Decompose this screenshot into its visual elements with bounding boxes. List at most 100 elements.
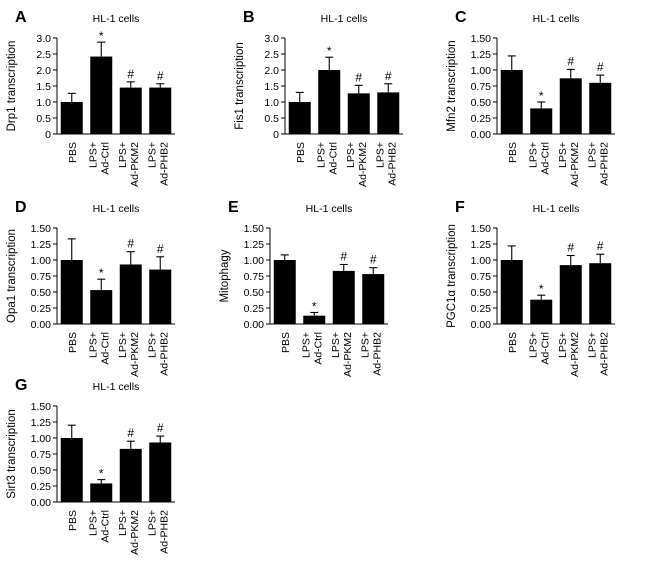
bar <box>149 87 172 134</box>
panel-c: C HL-1 cells Mfn2 transcription 0.00 0.25 0.5… <box>446 9 615 187</box>
x-tick-label: PBS <box>507 142 519 163</box>
bar <box>149 269 172 324</box>
bar <box>60 102 83 134</box>
x-tick-label: LPS+Ad-PKM2 <box>117 510 141 555</box>
y-tick-label: 0.25 <box>31 303 52 315</box>
x-tick-label: LPS+Ad-PHB2 <box>146 332 170 376</box>
bar <box>362 274 385 324</box>
bar <box>589 263 612 324</box>
y-tick-label: 0.75 <box>244 271 265 283</box>
y-tick-label: 0.00 <box>31 497 52 509</box>
y-tick-label: 0.5 <box>36 113 51 125</box>
significance-mark: # <box>127 426 134 440</box>
y-tick-label: 0 <box>273 129 279 141</box>
bar <box>318 70 341 134</box>
y-axis-label: Opa1 transcription <box>6 229 18 323</box>
significance-mark: # <box>355 70 362 84</box>
panel-d: D HL-1 cells Opa1 transcription 0.00 0.25 0.5… <box>6 199 175 377</box>
x-tick-label: LPS+Ad-PKM2 <box>117 332 141 377</box>
bar <box>60 260 83 324</box>
y-tick-label: 1.25 <box>244 239 265 251</box>
panel-b: B HL-1 cells Fis1 transcription 0 0.5 1.0 1.5 2… <box>234 9 403 187</box>
x-tick-label: LPS+Ad-Ctrl <box>527 142 551 175</box>
y-axis-label: Fis1 transcription <box>234 42 246 130</box>
panel-title: HL-1 cells <box>93 381 140 393</box>
y-tick-label: 1.00 <box>31 433 52 445</box>
y-tick-label: 3.0 <box>264 33 279 45</box>
y-tick-label: 0.00 <box>471 319 492 331</box>
panel-a: A HL-1 cells Drp1 transcription 0 0.5 1.0 1.5 2… <box>6 9 175 187</box>
x-tick-label: PBS <box>295 142 307 163</box>
significance-mark: # <box>597 60 604 74</box>
y-tick-label: 1.00 <box>244 255 265 267</box>
y-tick-label: 1.25 <box>471 239 492 251</box>
significance-mark: * <box>539 89 544 103</box>
significance-mark: # <box>157 242 164 256</box>
bar <box>500 70 523 134</box>
y-axis-label: Sirt3 transcription <box>6 409 18 498</box>
y-tick-label: 1.25 <box>31 239 52 251</box>
panel-title: HL-1 cells <box>533 13 580 25</box>
panel-title: HL-1 cells <box>93 203 140 215</box>
y-tick-label: 1.50 <box>31 401 52 413</box>
panel-letter: D <box>15 199 27 216</box>
bar <box>530 299 553 324</box>
y-tick-label: 1.5 <box>264 81 279 93</box>
x-tick-label: LPS+Ad-PHB2 <box>359 332 383 376</box>
y-tick-label: 0 <box>45 129 51 141</box>
bar <box>90 56 113 135</box>
bar <box>119 264 142 324</box>
y-tick-label: 0.75 <box>31 271 52 283</box>
bar <box>589 82 612 134</box>
y-tick-label: 0.25 <box>471 303 492 315</box>
y-tick-label: 1.0 <box>36 97 51 109</box>
significance-mark: # <box>385 69 392 83</box>
y-axis-label: Mfn2 transcription <box>446 40 458 131</box>
y-tick-label: 1.25 <box>471 49 492 61</box>
x-tick-label: LPS+Ad-PHB2 <box>586 142 610 186</box>
x-tick-label: LPS+Ad-PKM2 <box>557 142 581 187</box>
panel-letter: C <box>455 9 467 26</box>
significance-mark: * <box>99 29 104 43</box>
x-tick-label: LPS+Ad-PKM2 <box>117 142 141 187</box>
x-tick-label: LPS+Ad-Ctrl <box>315 142 339 175</box>
significance-mark: * <box>99 467 104 481</box>
bar <box>119 87 142 134</box>
y-axis-label: PGC1α transcription <box>446 224 458 328</box>
significance-mark: * <box>99 266 104 280</box>
y-tick-label: 0.75 <box>471 81 492 93</box>
y-tick-label: 0.75 <box>31 449 52 461</box>
y-tick-label: 0.25 <box>31 481 52 493</box>
x-tick-label: LPS+Ad-PHB2 <box>146 510 170 554</box>
x-tick-label: LPS+Ad-Ctrl <box>527 332 551 365</box>
panel-letter: A <box>15 9 27 26</box>
y-tick-label: 0.25 <box>471 113 492 125</box>
x-tick-label: LPS+Ad-Ctrl <box>87 510 111 543</box>
x-tick-label: PBS <box>280 332 292 353</box>
significance-mark: # <box>127 237 134 251</box>
significance-mark: # <box>157 421 164 435</box>
x-tick-label: LPS+Ad-PKM2 <box>557 332 581 377</box>
bar <box>90 290 113 324</box>
x-tick-label: LPS+Ad-PHB2 <box>374 142 398 186</box>
y-tick-label: 1.00 <box>471 65 492 77</box>
x-tick-label: LPS+Ad-Ctrl <box>87 332 111 365</box>
y-tick-label: 0.5 <box>264 113 279 125</box>
bar <box>273 260 296 324</box>
x-tick-label: PBS <box>67 510 79 531</box>
bar <box>377 92 400 134</box>
y-axis-label: Mitophagy <box>219 249 231 302</box>
panel-letter: F <box>455 199 465 216</box>
y-tick-label: 0.25 <box>244 303 265 315</box>
bar <box>332 270 355 324</box>
bar <box>288 102 311 134</box>
significance-mark: # <box>370 253 377 267</box>
y-tick-label: 0.00 <box>31 319 52 331</box>
panel-letter: B <box>243 9 255 26</box>
y-tick-label: 0.50 <box>244 287 265 299</box>
y-tick-label: 1.5 <box>36 81 51 93</box>
y-tick-label: 2.5 <box>36 49 51 61</box>
bar <box>60 438 83 502</box>
y-tick-label: 1.50 <box>471 33 492 45</box>
panel-title: HL-1 cells <box>93 13 140 25</box>
